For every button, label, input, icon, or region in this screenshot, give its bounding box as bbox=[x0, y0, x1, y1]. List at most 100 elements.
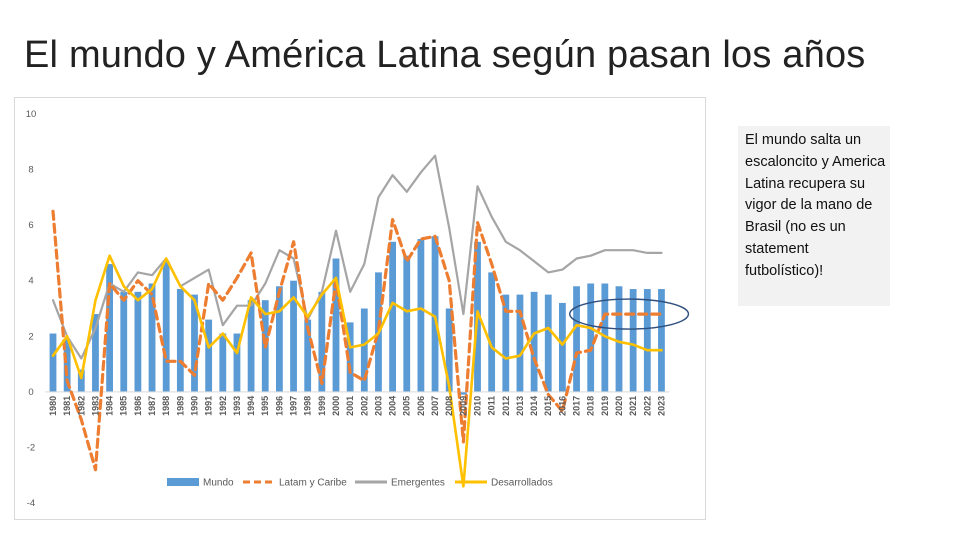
bar-mundo-2001 bbox=[346, 322, 354, 392]
x-tick-label: 2000 bbox=[331, 396, 341, 416]
x-tick-label: 2008 bbox=[444, 396, 454, 416]
x-tick-label: 2006 bbox=[416, 396, 426, 416]
bar-mundo-1991 bbox=[205, 319, 213, 392]
x-tick-label: 2012 bbox=[501, 396, 511, 416]
x-tick-label: 2001 bbox=[345, 396, 355, 416]
x-tick-label: 2010 bbox=[473, 396, 483, 416]
bar-mundo-2012 bbox=[502, 294, 510, 392]
bar-mundo-2013 bbox=[516, 294, 524, 392]
x-axis-labels: 1980 1981 1982 1983 1984 1985 1986 1987 1988 1989… bbox=[48, 396, 666, 416]
legend-item-desarrollados: Desarrollados bbox=[455, 478, 553, 489]
x-tick-label: 2021 bbox=[628, 396, 638, 416]
x-tick-label: 1990 bbox=[190, 396, 200, 416]
bar-mundo-2020 bbox=[615, 286, 623, 392]
bar-mundo-2022 bbox=[643, 289, 651, 392]
x-tick-label: 1991 bbox=[204, 396, 214, 416]
x-tick-label: 2022 bbox=[642, 396, 652, 416]
y-tick-label: -4 bbox=[27, 498, 35, 509]
chart-area: -4 -2 0 2 4 6 8 10 1980 1981 1982 1983 1984 1985 1986… bbox=[14, 97, 706, 520]
bar-mundo-2004 bbox=[389, 241, 396, 392]
bar-mundo-2023 bbox=[658, 289, 665, 392]
x-tick-label: 2005 bbox=[402, 396, 412, 416]
x-tick-label: 1998 bbox=[303, 396, 313, 416]
x-tick-label: 1986 bbox=[133, 396, 143, 416]
x-tick-label: 2007 bbox=[430, 396, 440, 416]
y-tick-label: 8 bbox=[28, 165, 33, 176]
y-axis-labels: -4 -2 0 2 4 6 8 10 bbox=[26, 109, 37, 509]
chart-canvas: -4 -2 0 2 4 6 8 10 1980 1981 1982 1983 1984 1985 1986… bbox=[26, 109, 690, 509]
bar-mundo-2009 bbox=[459, 391, 467, 395]
slide-title: El mundo y América Latina según pasan lo… bbox=[24, 34, 866, 76]
x-tick-label: 2009 bbox=[458, 396, 468, 416]
x-tick-label: 2015 bbox=[543, 396, 553, 416]
highlight-ellipse bbox=[569, 298, 690, 330]
bar-mundo-2006 bbox=[417, 239, 425, 392]
y-tick-label: 4 bbox=[28, 276, 33, 287]
x-tick-label: 1996 bbox=[274, 396, 284, 416]
x-tick-label: 1995 bbox=[260, 396, 270, 416]
bar-mundo-1981 bbox=[63, 339, 71, 392]
line-emergentes bbox=[51, 154, 663, 360]
bar-mundo-1990 bbox=[191, 294, 198, 392]
x-tick-label: 2016 bbox=[557, 396, 567, 416]
legend-item-latam-y-caribe: Latam y Caribe bbox=[243, 478, 347, 489]
x-tick-label: 1985 bbox=[119, 396, 129, 416]
x-tick-label: 1984 bbox=[105, 396, 115, 416]
bar-mundo-1980 bbox=[49, 333, 57, 392]
bar-mundo-1996 bbox=[276, 286, 283, 392]
legend: Mundo Latam y Caribe Emergentes Desarrollad… bbox=[167, 478, 553, 489]
bar-mundo-1992 bbox=[219, 333, 227, 392]
legend-label: Emergentes bbox=[391, 478, 445, 489]
bar-mundo-2011 bbox=[488, 272, 496, 392]
bar-mundo-1999 bbox=[318, 291, 326, 392]
x-tick-label: 1987 bbox=[147, 396, 157, 416]
x-tick-label: 2014 bbox=[529, 396, 539, 416]
bar-mundo-2000 bbox=[332, 258, 340, 392]
series-lines bbox=[51, 154, 664, 488]
legend-label: Desarrollados bbox=[491, 478, 553, 489]
y-tick-label: 10 bbox=[26, 109, 37, 120]
annotations bbox=[569, 298, 690, 330]
bar-mundo-2016 bbox=[559, 302, 566, 392]
bar-mundo-2021 bbox=[629, 289, 637, 392]
bar-mundo-2002 bbox=[360, 308, 368, 392]
x-tick-label: 2020 bbox=[614, 396, 624, 416]
bar-mundo-1987 bbox=[148, 283, 156, 392]
x-tick-label: 1999 bbox=[317, 396, 327, 416]
bar-mundo-1983 bbox=[92, 314, 99, 392]
x-tick-label: 2019 bbox=[600, 396, 610, 416]
bar-mundo-1997 bbox=[290, 280, 297, 392]
legend-label: Latam y Caribe bbox=[279, 478, 347, 489]
x-tick-label: 2002 bbox=[359, 396, 369, 416]
bar-mundo-2014 bbox=[530, 291, 538, 392]
y-tick-label: 2 bbox=[28, 331, 33, 342]
bar-mundo-1998 bbox=[304, 319, 312, 392]
bar-mundo-1988 bbox=[162, 261, 170, 392]
note-callout: El mundo salta un escaloncito y America … bbox=[738, 126, 890, 306]
bar-mundo-1989 bbox=[176, 289, 184, 392]
y-tick-label: -2 bbox=[27, 442, 35, 453]
x-tick-label: 1992 bbox=[218, 396, 228, 416]
y-tick-label: 6 bbox=[28, 220, 33, 231]
bar-mundo-1993 bbox=[233, 333, 241, 392]
legend-item-emergentes: Emergentes bbox=[355, 478, 445, 489]
x-tick-label: 2017 bbox=[572, 396, 582, 416]
bar-mundo-1985 bbox=[120, 291, 128, 392]
x-tick-label: 2023 bbox=[656, 396, 666, 416]
x-tick-label: 2004 bbox=[388, 396, 398, 416]
bar-mundo-1984 bbox=[106, 264, 113, 392]
legend-swatch bbox=[167, 478, 199, 486]
line-desarrollados bbox=[51, 254, 663, 488]
x-tick-label: 1983 bbox=[90, 396, 100, 416]
x-tick-label: 1997 bbox=[289, 396, 299, 416]
y-tick-label: 0 bbox=[28, 387, 33, 398]
x-tick-label: 2011 bbox=[487, 396, 497, 416]
x-tick-label: 1994 bbox=[246, 396, 256, 416]
x-tick-label: 1989 bbox=[175, 396, 185, 416]
x-tick-label: 2018 bbox=[586, 396, 596, 416]
bar-mundo-2018 bbox=[587, 283, 595, 392]
x-tick-label: 1988 bbox=[161, 396, 171, 416]
bar-mundo-1982 bbox=[77, 369, 85, 392]
x-tick-label: 1980 bbox=[48, 396, 58, 416]
x-tick-label: 1993 bbox=[232, 396, 242, 416]
